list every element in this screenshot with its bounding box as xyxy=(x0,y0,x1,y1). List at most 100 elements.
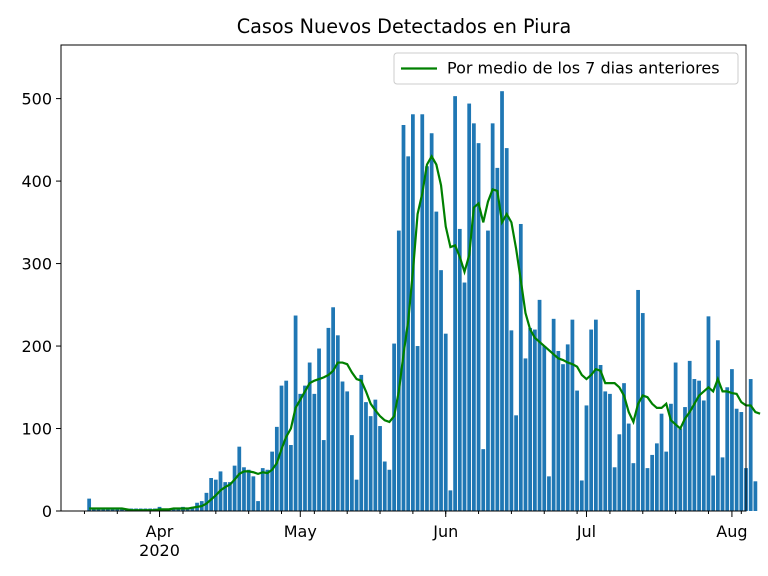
bar xyxy=(542,346,547,511)
bar xyxy=(439,270,443,511)
bar xyxy=(617,434,622,511)
bar xyxy=(298,393,303,511)
bar xyxy=(504,148,509,511)
bar xyxy=(715,340,720,511)
y-tick-label: 0 xyxy=(42,502,52,521)
bar xyxy=(204,492,209,511)
legend-box xyxy=(393,52,739,85)
bar xyxy=(251,476,256,511)
bar xyxy=(692,379,697,511)
bar xyxy=(359,374,364,511)
bar xyxy=(640,313,645,511)
bar xyxy=(547,476,551,511)
bar xyxy=(228,482,232,511)
bar xyxy=(472,123,476,511)
bar xyxy=(420,114,425,511)
bar xyxy=(392,343,396,511)
bar xyxy=(622,383,626,511)
bar xyxy=(697,380,701,511)
bar xyxy=(317,348,321,511)
bar xyxy=(190,506,195,511)
bar xyxy=(429,133,434,511)
bar xyxy=(584,405,589,511)
bar xyxy=(725,387,730,511)
bar xyxy=(739,412,744,511)
x-tick-label: Jun xyxy=(432,522,458,541)
bar xyxy=(551,318,556,511)
bar xyxy=(589,329,594,511)
bar xyxy=(246,469,251,511)
bar xyxy=(91,508,96,511)
bar xyxy=(368,416,373,511)
plot-frame xyxy=(60,44,747,512)
bar xyxy=(626,423,631,511)
bar xyxy=(659,413,664,511)
bar xyxy=(96,508,101,511)
bar xyxy=(687,360,692,511)
bar xyxy=(509,330,514,511)
bar xyxy=(669,403,673,511)
bar xyxy=(701,400,706,511)
chart-title: Casos Nuevos Detectados en Piura xyxy=(237,15,572,38)
bar xyxy=(260,468,265,511)
bar xyxy=(561,364,565,511)
bar xyxy=(87,498,92,511)
y-axis: 0 100 200 300 400 500 xyxy=(21,90,61,521)
bar xyxy=(101,508,106,511)
bar xyxy=(237,446,242,511)
bar xyxy=(331,307,335,511)
bar xyxy=(556,350,561,511)
bar xyxy=(467,103,472,511)
x-tick-sublabel: 2020 xyxy=(139,541,180,560)
bar xyxy=(720,457,725,511)
bar xyxy=(115,508,120,511)
x-tick-label: Aug xyxy=(716,522,747,541)
bar xyxy=(537,299,542,511)
bar xyxy=(350,435,354,511)
bar xyxy=(364,402,368,511)
bar xyxy=(645,468,650,511)
bar xyxy=(242,467,246,511)
bar xyxy=(274,426,279,511)
bar xyxy=(565,344,570,511)
bar xyxy=(326,327,331,511)
bar xyxy=(528,327,533,511)
bar xyxy=(406,156,411,511)
bar xyxy=(425,166,429,512)
bar xyxy=(608,393,612,511)
bar xyxy=(232,465,237,511)
bar xyxy=(265,469,270,511)
bar xyxy=(335,335,340,511)
bar xyxy=(730,369,734,511)
bar xyxy=(490,123,495,511)
y-tick-label: 100 xyxy=(21,420,52,439)
bar xyxy=(171,508,176,511)
bar xyxy=(106,508,110,511)
bar xyxy=(293,315,298,511)
bar xyxy=(631,463,636,511)
bar xyxy=(401,125,406,511)
bar xyxy=(664,451,669,511)
x-tick-label: Jul xyxy=(576,522,596,541)
y-tick-label: 400 xyxy=(21,172,52,191)
bar xyxy=(354,479,359,511)
bar xyxy=(284,380,289,511)
moving-average-line xyxy=(89,154,761,512)
bar xyxy=(748,379,753,511)
bar xyxy=(603,391,608,511)
bar xyxy=(457,228,462,511)
bar xyxy=(448,490,453,511)
bar xyxy=(443,333,448,511)
bar xyxy=(500,91,504,511)
bar xyxy=(612,467,617,511)
bar xyxy=(636,289,640,511)
x-tick-label: May xyxy=(284,522,317,541)
bar xyxy=(654,443,659,511)
bar xyxy=(673,362,678,511)
bar xyxy=(753,481,758,511)
bar xyxy=(321,440,326,511)
bar xyxy=(373,399,378,511)
bar xyxy=(532,329,537,511)
